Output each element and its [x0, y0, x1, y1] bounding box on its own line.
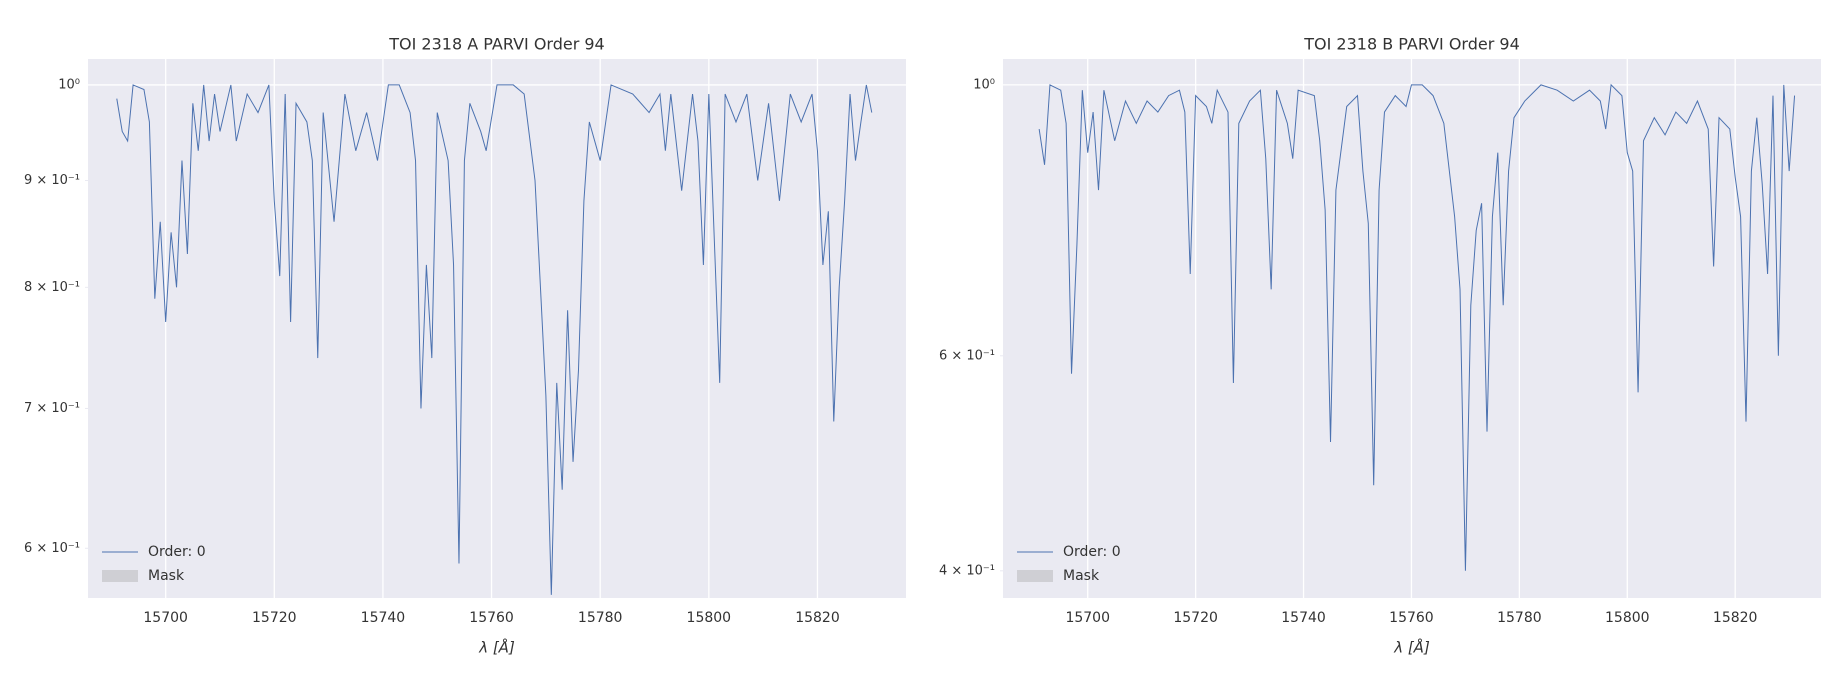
panel: 15700 15720 15740 15760 15780 15800 15820 6 × 1… — [24, 35, 906, 657]
y-tick-label: 10⁰ — [58, 77, 80, 92]
y-tick-label: 7 × 10⁻¹ — [24, 401, 80, 416]
legend-label: Mask — [148, 568, 185, 584]
x-tick-label: 15780 — [1497, 610, 1542, 626]
legend-patch — [1017, 570, 1053, 582]
x-tick-label: 15800 — [687, 610, 732, 626]
x-tick-label: 15820 — [1713, 610, 1758, 626]
plot-area — [88, 59, 906, 598]
panel: 15700 15720 15740 15760 15780 15800 15820 4 × 1… — [939, 35, 1821, 657]
legend-label: Order: 0 — [148, 544, 206, 560]
x-axis-label: λ [Å] — [478, 638, 515, 657]
legend-label: Order: 0 — [1063, 544, 1121, 560]
legend-label: Mask — [1063, 568, 1100, 584]
y-tick-label: 9 × 10⁻¹ — [24, 173, 80, 188]
chart-title: TOI 2318 B PARVI Order 94 — [1303, 35, 1520, 54]
spectrum-line — [116, 84, 873, 595]
x-tick-label: 15760 — [469, 610, 514, 626]
x-tick-label: 15700 — [1065, 610, 1110, 626]
spectrum-line — [1038, 83, 1796, 571]
x-tick-label: 15820 — [795, 610, 840, 626]
x-tick-label: 15740 — [1281, 610, 1326, 626]
y-tick-label: 10⁰ — [973, 77, 995, 92]
x-tick-label: 15720 — [252, 610, 297, 626]
x-tick-label: 15780 — [578, 610, 623, 626]
x-axis-label: λ [Å] — [1393, 638, 1430, 657]
x-tick-label: 15700 — [143, 610, 188, 626]
y-tick-label: 8 × 10⁻¹ — [24, 280, 80, 295]
legend-patch — [102, 570, 138, 582]
x-tick-label: 15720 — [1173, 610, 1218, 626]
x-tick-label: 15760 — [1389, 610, 1434, 626]
x-tick-label: 15740 — [361, 610, 406, 626]
y-tick-label: 4 × 10⁻¹ — [939, 563, 995, 578]
y-tick-label: 6 × 10⁻¹ — [939, 348, 995, 363]
y-tick-label: 6 × 10⁻¹ — [24, 541, 80, 556]
x-tick-label: 15800 — [1605, 610, 1650, 626]
chart-title: TOI 2318 A PARVI Order 94 — [388, 35, 604, 54]
